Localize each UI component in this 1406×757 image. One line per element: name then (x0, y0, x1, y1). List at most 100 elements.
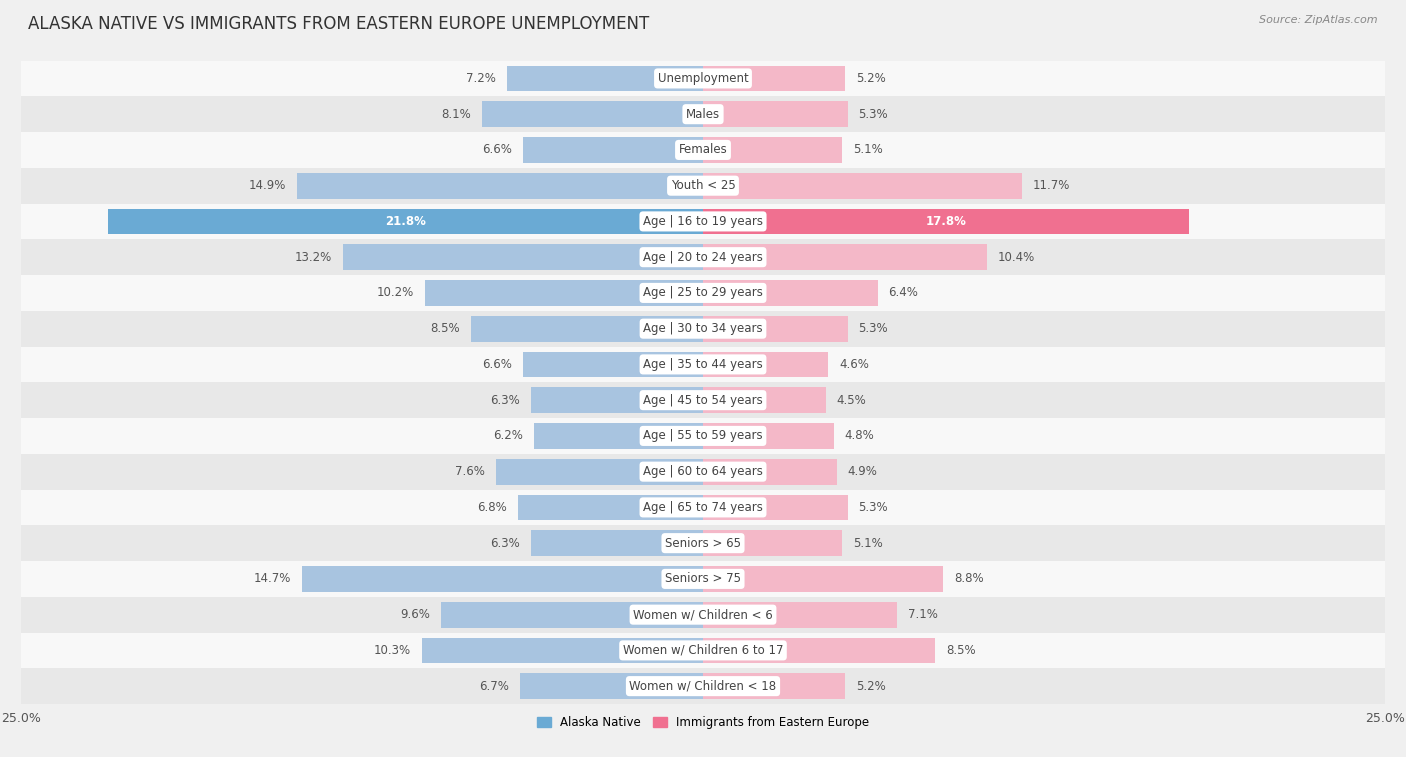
Bar (21, 96, 1385, 132)
Text: 11.7%: 11.7% (1033, 179, 1070, 192)
Text: Age | 60 to 64 years: Age | 60 to 64 years (643, 465, 763, 478)
Text: Age | 65 to 74 years: Age | 65 to 74 years (643, 501, 763, 514)
Bar (21, 275, 1385, 311)
Text: 7.1%: 7.1% (908, 608, 938, 621)
Bar (302, 566, 703, 592)
Bar (703, 531, 842, 556)
Text: Youth < 25: Youth < 25 (671, 179, 735, 192)
Bar (297, 173, 703, 198)
Bar (523, 351, 703, 377)
Bar (506, 66, 703, 92)
Text: 7.2%: 7.2% (465, 72, 496, 85)
Bar (441, 602, 703, 628)
Text: 17.8%: 17.8% (925, 215, 966, 228)
Text: 6.6%: 6.6% (482, 358, 512, 371)
Text: 4.5%: 4.5% (837, 394, 866, 407)
Text: Females: Females (679, 143, 727, 157)
Bar (703, 316, 848, 341)
Bar (703, 602, 897, 628)
Bar (343, 245, 703, 270)
Bar (703, 137, 842, 163)
Bar (523, 137, 703, 163)
Text: Age | 55 to 59 years: Age | 55 to 59 years (643, 429, 763, 442)
Text: Males: Males (686, 107, 720, 120)
Text: 6.3%: 6.3% (491, 394, 520, 407)
Bar (703, 423, 834, 449)
Bar (703, 637, 935, 663)
Bar (703, 566, 943, 592)
Bar (21, 61, 1385, 96)
Text: 6.7%: 6.7% (479, 680, 509, 693)
Text: 8.5%: 8.5% (430, 322, 460, 335)
Text: 10.4%: 10.4% (998, 251, 1035, 263)
Bar (21, 453, 1385, 490)
Bar (703, 351, 828, 377)
Bar (703, 66, 845, 92)
Text: ALASKA NATIVE VS IMMIGRANTS FROM EASTERN EUROPE UNEMPLOYMENT: ALASKA NATIVE VS IMMIGRANTS FROM EASTERN… (28, 15, 650, 33)
Text: 7.6%: 7.6% (456, 465, 485, 478)
Bar (520, 673, 703, 699)
Bar (531, 388, 703, 413)
Bar (703, 173, 1022, 198)
Legend: Alaska Native, Immigrants from Eastern Europe: Alaska Native, Immigrants from Eastern E… (531, 711, 875, 734)
Bar (108, 208, 703, 235)
Text: 10.2%: 10.2% (377, 286, 413, 300)
Text: Women w/ Children 6 to 17: Women w/ Children 6 to 17 (623, 644, 783, 657)
Bar (21, 525, 1385, 561)
Bar (517, 494, 703, 520)
Text: Women w/ Children < 6: Women w/ Children < 6 (633, 608, 773, 621)
Text: 6.2%: 6.2% (494, 429, 523, 442)
Bar (21, 633, 1385, 668)
Bar (703, 245, 987, 270)
Text: 5.2%: 5.2% (856, 72, 886, 85)
Text: 6.8%: 6.8% (477, 501, 506, 514)
Text: 5.3%: 5.3% (859, 501, 889, 514)
Text: 8.5%: 8.5% (946, 644, 976, 657)
Text: 13.2%: 13.2% (295, 251, 332, 263)
Text: 4.9%: 4.9% (848, 465, 877, 478)
Text: 5.2%: 5.2% (856, 680, 886, 693)
Bar (482, 101, 703, 127)
Text: Age | 16 to 19 years: Age | 16 to 19 years (643, 215, 763, 228)
Bar (21, 418, 1385, 453)
Text: 9.6%: 9.6% (401, 608, 430, 621)
Text: Unemployment: Unemployment (658, 72, 748, 85)
Text: 8.1%: 8.1% (441, 107, 471, 120)
Bar (534, 423, 703, 449)
Bar (21, 561, 1385, 597)
Bar (703, 459, 837, 484)
Text: Women w/ Children < 18: Women w/ Children < 18 (630, 680, 776, 693)
Text: 6.6%: 6.6% (482, 143, 512, 157)
Bar (21, 168, 1385, 204)
Text: 14.9%: 14.9% (249, 179, 285, 192)
Text: 5.3%: 5.3% (859, 322, 889, 335)
Bar (703, 280, 877, 306)
Bar (496, 459, 703, 484)
Text: 6.3%: 6.3% (491, 537, 520, 550)
Bar (425, 280, 703, 306)
Text: 5.1%: 5.1% (853, 537, 883, 550)
Bar (21, 382, 1385, 418)
Bar (422, 637, 703, 663)
Bar (703, 101, 848, 127)
Text: 10.3%: 10.3% (374, 644, 411, 657)
Bar (703, 673, 845, 699)
Text: 4.8%: 4.8% (845, 429, 875, 442)
Bar (21, 668, 1385, 704)
Text: Age | 45 to 54 years: Age | 45 to 54 years (643, 394, 763, 407)
Text: 5.1%: 5.1% (853, 143, 883, 157)
Text: Age | 30 to 34 years: Age | 30 to 34 years (643, 322, 763, 335)
Text: Age | 35 to 44 years: Age | 35 to 44 years (643, 358, 763, 371)
Bar (703, 494, 848, 520)
Bar (21, 490, 1385, 525)
Bar (531, 531, 703, 556)
Text: 21.8%: 21.8% (385, 215, 426, 228)
Text: Seniors > 65: Seniors > 65 (665, 537, 741, 550)
Bar (703, 208, 1188, 235)
Text: Age | 20 to 24 years: Age | 20 to 24 years (643, 251, 763, 263)
Text: 14.7%: 14.7% (253, 572, 291, 585)
Text: 4.6%: 4.6% (839, 358, 869, 371)
Text: Source: ZipAtlas.com: Source: ZipAtlas.com (1260, 15, 1378, 25)
Bar (21, 597, 1385, 633)
Text: Seniors > 75: Seniors > 75 (665, 572, 741, 585)
